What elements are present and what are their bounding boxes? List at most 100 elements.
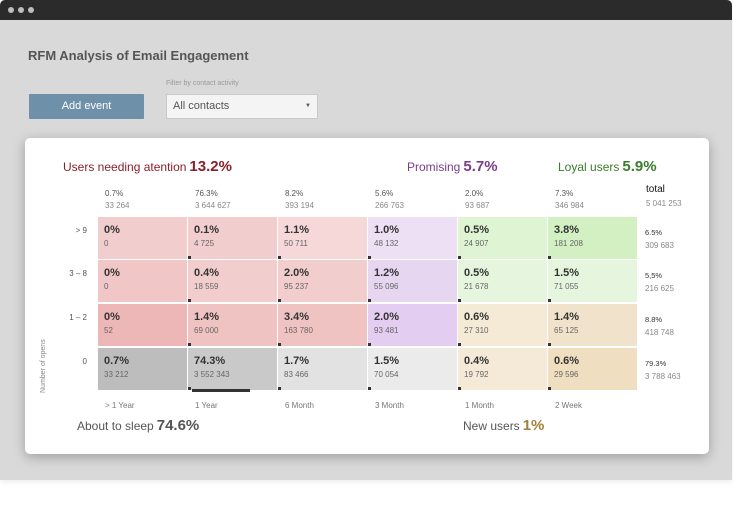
rfm-cell[interactable]: 0% 0 bbox=[98, 260, 187, 302]
column-header-count: 3 644 627 bbox=[195, 201, 231, 210]
cell-percent: 1.4% bbox=[554, 311, 580, 323]
rfm-cell[interactable]: 3.8% 181 208 bbox=[548, 217, 637, 259]
cell-count: 19 792 bbox=[464, 370, 489, 379]
rfm-cell[interactable]: 0.6% 27 310 bbox=[458, 304, 547, 346]
rfm-cell[interactable]: 1.4% 69 000 bbox=[188, 304, 277, 346]
rfm-cell[interactable]: 0.7% 33 212 bbox=[98, 348, 187, 390]
total-value: 5 041 253 bbox=[646, 199, 682, 208]
segment-loyal-value: 5.9% bbox=[622, 158, 657, 175]
column-header-pct: 0.7% bbox=[105, 189, 124, 198]
cell-count: 33 212 bbox=[104, 370, 129, 379]
cell-corner-marker bbox=[548, 256, 551, 259]
rfm-cell[interactable]: 1.1% 50 711 bbox=[278, 217, 367, 259]
cell-percent: 0% bbox=[104, 267, 120, 279]
cell-percent: 1.1% bbox=[284, 224, 310, 236]
rfm-cell[interactable]: 2.0% 93 481 bbox=[368, 304, 457, 346]
cell-corner-marker bbox=[188, 343, 191, 346]
cell-count: 24 907 bbox=[464, 239, 489, 248]
rfm-cell[interactable]: 1.4% 65 125 bbox=[548, 304, 637, 346]
column-header: 5.6% 266 763 bbox=[375, 188, 404, 212]
rfm-cell[interactable]: 1.0% 48 132 bbox=[368, 217, 457, 259]
cell-corner-marker bbox=[458, 387, 461, 390]
cell-count: 55 096 bbox=[374, 282, 399, 291]
rfm-cell[interactable]: 1.5% 71 055 bbox=[548, 260, 637, 302]
rfm-cell[interactable]: 74.3% 3 552 343 bbox=[188, 348, 277, 390]
column-header-count: 93 687 bbox=[465, 201, 490, 210]
cell-percent: 0.6% bbox=[554, 355, 580, 367]
rfm-cell[interactable]: 1.7% 83 466 bbox=[278, 348, 367, 390]
row-total-pct: 5,5% bbox=[645, 271, 663, 280]
rfm-cell[interactable]: 1.5% 70 054 bbox=[368, 348, 457, 390]
segment-new-users: New users 1% bbox=[463, 417, 544, 434]
column-header-count: 346 984 bbox=[555, 201, 584, 210]
cell-percent: 3.4% bbox=[284, 311, 310, 323]
add-event-button[interactable]: Add event bbox=[29, 94, 144, 119]
row-label: 1 – 2 bbox=[69, 313, 87, 322]
rfm-cell[interactable]: 2.0% 95 237 bbox=[278, 260, 367, 302]
cell-count: 3 552 343 bbox=[194, 370, 230, 379]
segment-about-to-sleep: About to sleep 74.6% bbox=[77, 417, 199, 434]
cell-corner-marker bbox=[548, 299, 551, 302]
x-axis-label: 2 Week bbox=[555, 401, 582, 410]
cell-corner-marker bbox=[188, 299, 191, 302]
cell-percent: 1.2% bbox=[374, 267, 400, 279]
cell-count: 69 000 bbox=[194, 326, 219, 335]
cell-percent: 0.5% bbox=[464, 224, 490, 236]
x-axis-label: 6 Month bbox=[285, 401, 314, 410]
row-total-count: 418 748 bbox=[645, 328, 674, 337]
rfm-cell[interactable]: 0% 52 bbox=[98, 304, 187, 346]
cell-corner-marker bbox=[548, 387, 551, 390]
cell-percent: 1.0% bbox=[374, 224, 400, 236]
chevron-down-icon: ▼ bbox=[305, 103, 311, 109]
window-close-icon[interactable] bbox=[8, 7, 14, 13]
window-minimize-icon[interactable] bbox=[18, 7, 24, 13]
column-header: 7.3% 346 984 bbox=[555, 188, 584, 212]
segment-needing-label: Users needing atention bbox=[63, 160, 187, 174]
segment-sleep-label: About to sleep bbox=[77, 419, 154, 433]
cell-count: 0 bbox=[104, 282, 109, 291]
rfm-cell[interactable]: 0.4% 18 559 bbox=[188, 260, 277, 302]
rfm-cell[interactable]: 0.4% 19 792 bbox=[458, 348, 547, 390]
row-label: 3 – 8 bbox=[69, 269, 87, 278]
row-total-count: 309 683 bbox=[645, 241, 674, 250]
cell-corner-marker bbox=[188, 387, 191, 390]
cell-corner-marker bbox=[188, 256, 191, 259]
rfm-cell[interactable]: 0.1% 4 725 bbox=[188, 217, 277, 259]
window-maximize-icon[interactable] bbox=[28, 7, 34, 13]
cell-percent: 0.5% bbox=[464, 267, 490, 279]
cell-corner-marker bbox=[278, 343, 281, 346]
cell-percent: 0% bbox=[104, 224, 120, 236]
row-total-pct: 79.3% bbox=[645, 359, 667, 368]
row-total-count: 216 625 bbox=[645, 284, 674, 293]
cell-percent: 1.7% bbox=[284, 355, 310, 367]
x-axis-label: 1 Month bbox=[465, 401, 494, 410]
contact-activity-filter[interactable]: All contacts ▼ bbox=[166, 94, 318, 119]
cell-percent: 1.5% bbox=[374, 355, 400, 367]
segment-new-users-label: New users bbox=[463, 419, 520, 433]
cell-percent: 0% bbox=[104, 311, 120, 323]
rfm-cell[interactable]: 1.2% 55 096 bbox=[368, 260, 457, 302]
row-total: 79.3% 3 788 463 bbox=[645, 357, 681, 383]
segment-sleep-value: 74.6% bbox=[156, 417, 200, 434]
column-header-pct: 76.3% bbox=[195, 189, 218, 198]
cell-count: 71 055 bbox=[554, 282, 579, 291]
rfm-cell[interactable]: 0.5% 24 907 bbox=[458, 217, 547, 259]
rfm-cell[interactable]: 0.5% 21 678 bbox=[458, 260, 547, 302]
column-header-count: 33 264 bbox=[105, 201, 130, 210]
column-header: 8.2% 393 194 bbox=[285, 188, 314, 212]
column-header-pct: 8.2% bbox=[285, 189, 304, 198]
segment-new-users-value: 1% bbox=[522, 417, 545, 434]
segment-loyal-label: Loyal users bbox=[558, 160, 620, 174]
row-total-count: 3 788 463 bbox=[645, 372, 681, 381]
rfm-cell[interactable]: 3.4% 163 780 bbox=[278, 304, 367, 346]
cell-count: 95 237 bbox=[284, 282, 309, 291]
cell-percent: 0.1% bbox=[194, 224, 220, 236]
page-title: RFM Analysis of Email Engagement bbox=[28, 48, 249, 63]
cell-count: 4 725 bbox=[194, 239, 215, 248]
cell-percent: 2.0% bbox=[374, 311, 400, 323]
rfm-cell[interactable]: 0% 0 bbox=[98, 217, 187, 259]
cell-count: 65 125 bbox=[554, 326, 579, 335]
cell-count: 18 559 bbox=[194, 282, 219, 291]
rfm-cell[interactable]: 0.6% 29 596 bbox=[548, 348, 637, 390]
cell-corner-marker bbox=[458, 256, 461, 259]
